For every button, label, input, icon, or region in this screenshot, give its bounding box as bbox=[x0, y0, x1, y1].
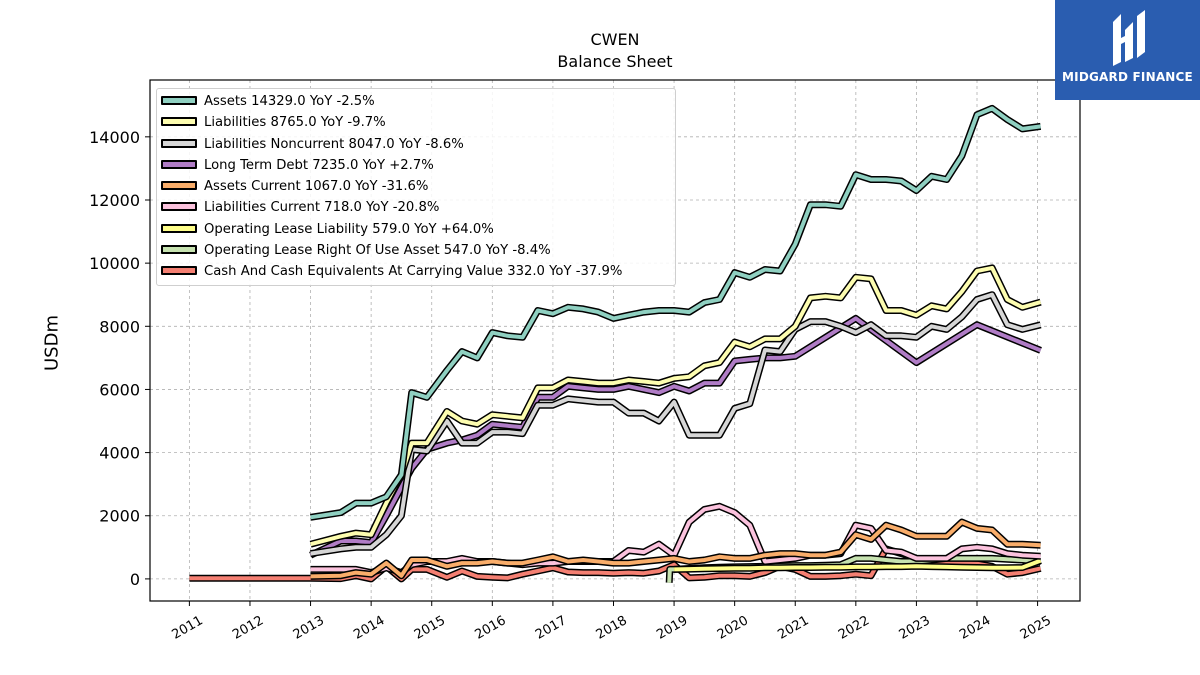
x-tick-label: 2024 bbox=[957, 613, 993, 643]
y-tick-label: 10000 bbox=[89, 254, 140, 273]
legend-label: Assets 14329.0 YoY -2.5% bbox=[204, 94, 375, 109]
x-tick-label: 2025 bbox=[1018, 613, 1054, 643]
series-line bbox=[310, 520, 1041, 579]
legend-label: Operating Lease Liability 579.0 YoY +64.… bbox=[204, 221, 494, 237]
y-tick-label: 14000 bbox=[89, 128, 140, 147]
brand-logo: MIDGARD FINANCE bbox=[1055, 0, 1200, 100]
legend-swatch bbox=[161, 223, 197, 233]
x-tick-label: 2014 bbox=[351, 613, 387, 643]
x-tick-label: 2019 bbox=[654, 613, 690, 643]
series-line bbox=[309, 316, 1042, 558]
legend-label: Assets Current 1067.0 YoY -31.6% bbox=[204, 179, 429, 195]
logo-text: MIDGARD FINANCE bbox=[1062, 70, 1193, 84]
x-tick-label: 2021 bbox=[775, 613, 811, 643]
series-layer bbox=[189, 104, 1042, 583]
x-tick-label: 2017 bbox=[533, 613, 569, 643]
x-tick-label: 2023 bbox=[897, 613, 933, 643]
series-line bbox=[310, 504, 1041, 575]
series-3 bbox=[309, 314, 1042, 559]
logo-mark-icon bbox=[1113, 10, 1145, 66]
legend-swatch bbox=[161, 202, 197, 212]
x-tick-label: 2015 bbox=[412, 613, 448, 643]
series-5 bbox=[310, 502, 1041, 577]
legend-item: Operating Lease Liability 579.0 YoY +64.… bbox=[157, 219, 675, 240]
legend-item: Cash And Cash Equivalents At Carrying Va… bbox=[157, 261, 675, 282]
y-tick-label: 6000 bbox=[99, 380, 140, 399]
legend-swatch bbox=[161, 181, 197, 191]
series-2 bbox=[310, 291, 1042, 558]
x-tick-label: 2018 bbox=[594, 613, 630, 643]
legend-item: Assets Current 1067.0 YoY -31.6% bbox=[157, 176, 675, 197]
x-tick-label: 2012 bbox=[230, 613, 266, 643]
y-tick-label: 2000 bbox=[99, 507, 140, 526]
x-tick-label: 2013 bbox=[291, 613, 327, 643]
y-tick-label: 12000 bbox=[89, 191, 140, 210]
series-6 bbox=[674, 557, 1042, 573]
legend-swatch bbox=[161, 138, 197, 148]
x-tick-label: 2020 bbox=[715, 613, 751, 643]
legend-swatch bbox=[161, 96, 197, 105]
series-0 bbox=[310, 104, 1042, 521]
legend-label: Long Term Debt 7235.0 YoY +2.7% bbox=[204, 157, 434, 173]
series-line bbox=[674, 558, 1042, 572]
legend-label: Liabilities Current 718.0 YoY -20.8% bbox=[204, 200, 440, 216]
x-tick-label: 2016 bbox=[472, 613, 508, 643]
chart-legend: Assets 14329.0 YoY -2.5% Liabilities 8765… bbox=[156, 88, 676, 286]
chart-title: CWEN bbox=[590, 30, 640, 49]
y-axis-label: USDm bbox=[41, 315, 63, 371]
legend-item: Liabilities Current 718.0 YoY -20.8% bbox=[157, 197, 675, 218]
legend-label: Liabilities 8765.0 YoY -9.7% bbox=[204, 115, 386, 131]
legend-swatch bbox=[161, 159, 197, 169]
legend-label: Liabilities Noncurrent 8047.0 YoY -8.6% bbox=[204, 136, 464, 152]
legend-item: Assets 14329.0 YoY -2.5% bbox=[157, 91, 675, 112]
x-tick-label: 2022 bbox=[836, 613, 872, 643]
legend-swatch bbox=[161, 117, 197, 127]
legend-item: Operating Lease Right Of Use Asset 547.0… bbox=[157, 240, 675, 261]
legend-label: Cash And Cash Equivalents At Carrying Va… bbox=[204, 264, 623, 280]
plot-frame bbox=[149, 79, 1081, 602]
series-line bbox=[310, 292, 1042, 556]
series-4 bbox=[310, 518, 1041, 580]
series-line bbox=[310, 106, 1041, 520]
series-1 bbox=[309, 264, 1042, 548]
series-outline bbox=[310, 291, 1042, 558]
y-tick-label: 8000 bbox=[99, 317, 140, 336]
legend-item: Liabilities Noncurrent 8047.0 YoY -8.6% bbox=[157, 134, 675, 155]
legend-swatch bbox=[161, 266, 197, 276]
legend-item: Long Term Debt 7235.0 YoY +2.7% bbox=[157, 155, 675, 176]
y-tick-label: 4000 bbox=[99, 444, 140, 463]
legend-label: Operating Lease Right Of Use Asset 547.0… bbox=[204, 243, 551, 259]
y-tick-label: 0 bbox=[130, 570, 140, 589]
legend-item: Liabilities 8765.0 YoY -9.7% bbox=[157, 112, 675, 133]
series-line bbox=[310, 265, 1042, 547]
x-tick-label: 2011 bbox=[170, 613, 206, 643]
chart-subtitle: Balance Sheet bbox=[557, 52, 673, 71]
legend-swatch bbox=[161, 245, 197, 255]
